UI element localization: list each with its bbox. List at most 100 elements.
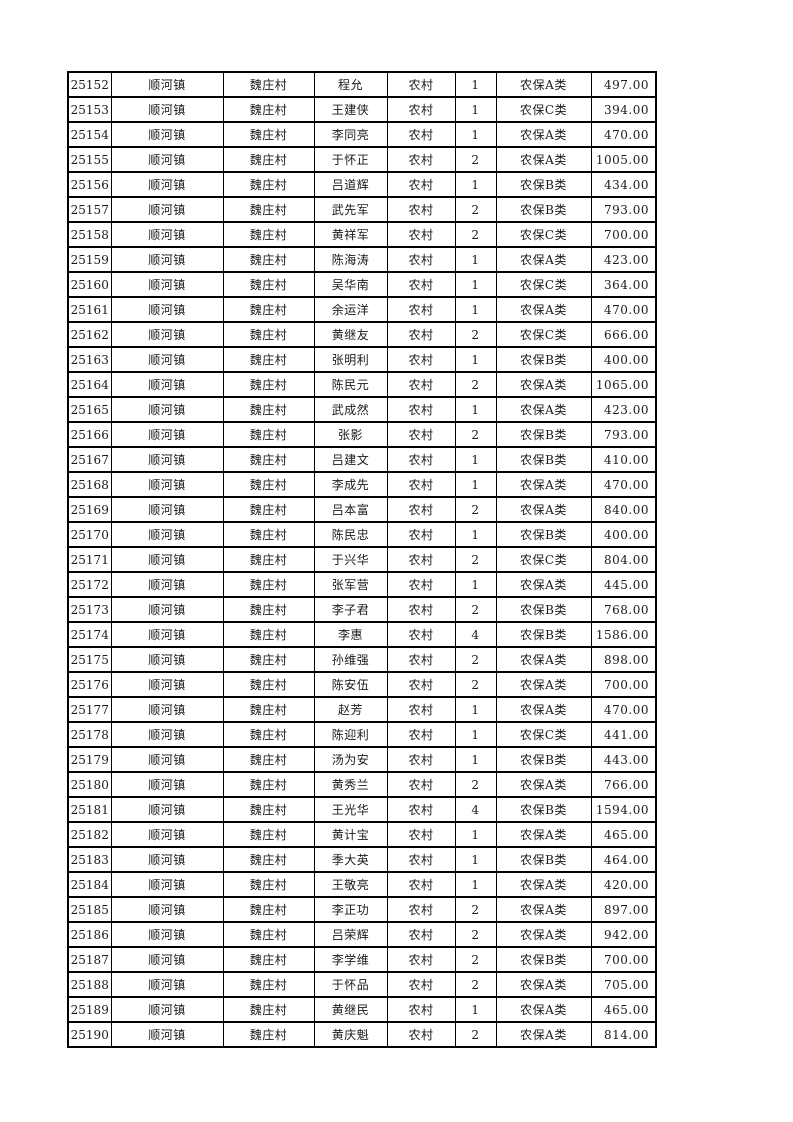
cell-residence: 农村 (386, 721, 455, 747)
cell-count: 2 (454, 646, 496, 672)
cell-category: 农保A类 (495, 1021, 591, 1047)
cell-town: 顺河镇 (110, 196, 223, 222)
cell-amount: 814.00 (590, 1021, 656, 1047)
cell-village: 魏庄村 (222, 946, 314, 972)
cell-residence: 农村 (386, 571, 455, 597)
cell-residence: 农村 (386, 121, 455, 147)
cell-amount: 423.00 (590, 396, 656, 422)
cell-count: 2 (454, 771, 496, 797)
cell-id: 25186 (68, 921, 111, 947)
table-row: 25176 顺河镇 魏庄村 陈安伍 农村 2 农保A类 700.00 (68, 671, 656, 697)
cell-village: 魏庄村 (222, 1021, 314, 1047)
table-row: 25158 顺河镇 魏庄村 黄祥军 农村 2 农保C类 700.00 (68, 221, 656, 247)
cell-town: 顺河镇 (110, 146, 223, 172)
cell-category: 农保B类 (495, 521, 591, 547)
cell-category: 农保A类 (495, 396, 591, 422)
cell-id: 25183 (68, 846, 111, 872)
cell-town: 顺河镇 (110, 346, 223, 372)
cell-amount: 400.00 (590, 521, 656, 547)
cell-amount: 766.00 (590, 771, 656, 797)
cell-id: 25189 (68, 996, 111, 1022)
cell-name: 黄秀兰 (313, 771, 387, 797)
cell-amount: 470.00 (590, 121, 656, 147)
cell-count: 1 (454, 346, 496, 372)
cell-count: 1 (454, 871, 496, 897)
cell-category: 农保C类 (495, 221, 591, 247)
table-row: 25168 顺河镇 魏庄村 李成先 农村 1 农保A类 470.00 (68, 471, 656, 497)
table-row: 25172 顺河镇 魏庄村 张军营 农村 1 农保A类 445.00 (68, 571, 656, 597)
cell-name: 张影 (313, 421, 387, 447)
cell-amount: 840.00 (590, 496, 656, 522)
table-row: 25184 顺河镇 魏庄村 王敬亮 农村 1 农保A类 420.00 (68, 871, 656, 897)
cell-category: 农保B类 (495, 796, 591, 822)
cell-count: 2 (454, 496, 496, 522)
cell-count: 1 (454, 996, 496, 1022)
cell-residence: 农村 (386, 171, 455, 197)
cell-village: 魏庄村 (222, 271, 314, 297)
cell-amount: 464.00 (590, 846, 656, 872)
table-row: 25167 顺河镇 魏庄村 吕建文 农村 1 农保B类 410.00 (68, 446, 656, 472)
cell-village: 魏庄村 (222, 171, 314, 197)
cell-count: 2 (454, 671, 496, 697)
cell-town: 顺河镇 (110, 571, 223, 597)
cell-town: 顺河镇 (110, 496, 223, 522)
cell-amount: 804.00 (590, 546, 656, 572)
cell-village: 魏庄村 (222, 746, 314, 772)
cell-amount: 497.00 (590, 72, 656, 97)
table-row: 25166 顺河镇 魏庄村 张影 农村 2 农保B类 793.00 (68, 421, 656, 447)
cell-id: 25180 (68, 771, 111, 797)
cell-amount: 768.00 (590, 596, 656, 622)
cell-count: 2 (454, 896, 496, 922)
cell-id: 25165 (68, 396, 111, 422)
cell-count: 1 (454, 721, 496, 747)
cell-residence: 农村 (386, 296, 455, 322)
cell-town: 顺河镇 (110, 596, 223, 622)
cell-residence: 农村 (386, 496, 455, 522)
cell-name: 陈民忠 (313, 521, 387, 547)
cell-residence: 农村 (386, 1021, 455, 1047)
cell-amount: 441.00 (590, 721, 656, 747)
cell-category: 农保B类 (495, 171, 591, 197)
cell-name: 王建侠 (313, 96, 387, 122)
table-row: 25152 顺河镇 魏庄村 程允 农村 1 农保A类 497.00 (68, 72, 656, 97)
cell-town: 顺河镇 (110, 321, 223, 347)
cell-village: 魏庄村 (222, 321, 314, 347)
cell-amount: 700.00 (590, 946, 656, 972)
cell-residence: 农村 (386, 971, 455, 997)
cell-id: 25173 (68, 596, 111, 622)
cell-residence: 农村 (386, 771, 455, 797)
cell-count: 4 (454, 621, 496, 647)
cell-town: 顺河镇 (110, 996, 223, 1022)
cell-count: 1 (454, 121, 496, 147)
cell-amount: 443.00 (590, 746, 656, 772)
cell-village: 魏庄村 (222, 771, 314, 797)
table-row: 25179 顺河镇 魏庄村 汤为安 农村 1 农保B类 443.00 (68, 746, 656, 772)
table-row: 25185 顺河镇 魏庄村 李正功 农村 2 农保A类 897.00 (68, 896, 656, 922)
cell-count: 1 (454, 296, 496, 322)
cell-village: 魏庄村 (222, 821, 314, 847)
cell-category: 农保A类 (495, 296, 591, 322)
cell-id: 25168 (68, 471, 111, 497)
cell-category: 农保C类 (495, 721, 591, 747)
cell-residence: 农村 (386, 96, 455, 122)
cell-category: 农保C类 (495, 271, 591, 297)
cell-amount: 364.00 (590, 271, 656, 297)
cell-residence: 农村 (386, 196, 455, 222)
table-row: 25169 顺河镇 魏庄村 吕本富 农村 2 农保A类 840.00 (68, 496, 656, 522)
table-row: 25170 顺河镇 魏庄村 陈民忠 农村 1 农保B类 400.00 (68, 521, 656, 547)
cell-id: 25184 (68, 871, 111, 897)
cell-id: 25158 (68, 221, 111, 247)
table-row: 25186 顺河镇 魏庄村 吕荣辉 农村 2 农保A类 942.00 (68, 921, 656, 947)
table-row: 25182 顺河镇 魏庄村 黄计宝 农村 1 农保A类 465.00 (68, 821, 656, 847)
cell-town: 顺河镇 (110, 121, 223, 147)
table-row: 25153 顺河镇 魏庄村 王建侠 农村 1 农保C类 394.00 (68, 96, 656, 122)
table-row: 25178 顺河镇 魏庄村 陈迎利 农村 1 农保C类 441.00 (68, 721, 656, 747)
cell-name: 吕本富 (313, 496, 387, 522)
cell-id: 25161 (68, 296, 111, 322)
table-row: 25163 顺河镇 魏庄村 张明利 农村 1 农保B类 400.00 (68, 346, 656, 372)
cell-village: 魏庄村 (222, 72, 314, 97)
cell-count: 2 (454, 146, 496, 172)
cell-count: 1 (454, 246, 496, 272)
cell-village: 魏庄村 (222, 796, 314, 822)
table-row: 25162 顺河镇 魏庄村 黄继友 农村 2 农保C类 666.00 (68, 321, 656, 347)
